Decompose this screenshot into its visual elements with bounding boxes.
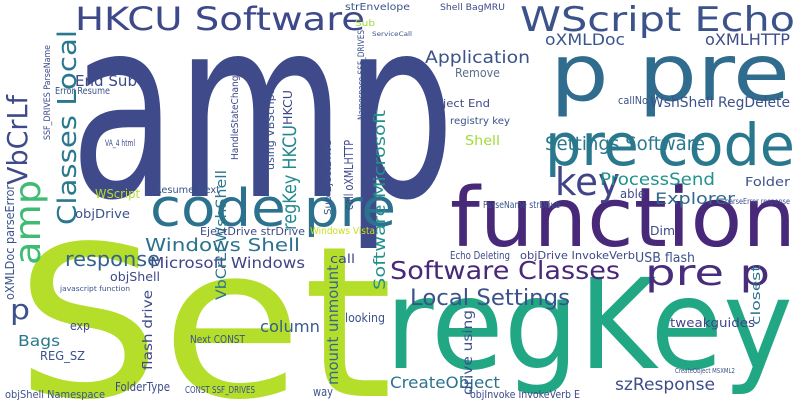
- word: Application: [425, 48, 530, 68]
- word: WScript: [95, 187, 140, 201]
- word: Next CONST: [190, 333, 245, 346]
- word: FolderType: [115, 380, 170, 394]
- word: objDrive: [75, 207, 130, 221]
- word: code pre: [150, 179, 396, 239]
- word: parseError response: [725, 197, 790, 206]
- word: Software Classes: [390, 256, 620, 285]
- word: Windows Vista: [310, 226, 375, 237]
- word: p: [10, 293, 30, 326]
- word: Local Settings: [410, 286, 570, 311]
- word: using VBScript: [264, 89, 277, 170]
- word: pre p: [645, 253, 770, 294]
- word: function: [450, 171, 796, 266]
- word: key: [555, 160, 620, 204]
- word: objDrive InvokeVerb: [520, 249, 635, 262]
- word: response: [65, 247, 160, 271]
- word: Set: [15, 201, 393, 400]
- word: Shell: [465, 134, 500, 149]
- word: call: [330, 252, 355, 266]
- word: oXMLHTTP: [705, 30, 790, 49]
- word: flash drive: [141, 290, 156, 370]
- word: Bags: [18, 332, 60, 350]
- word: Remove: [455, 66, 500, 80]
- word: szResponse: [615, 375, 715, 395]
- word: Sub EjectDrive: [323, 140, 334, 215]
- word: drive using: [461, 310, 476, 395]
- word: oXMLDoc parseError: [3, 185, 17, 300]
- word: USB flash: [635, 251, 695, 266]
- word: column: [260, 317, 320, 336]
- word: objShell Namespace: [5, 388, 105, 400]
- word: exp: [70, 319, 90, 333]
- word: javascript function: [59, 285, 130, 293]
- word: Explorer: [655, 189, 735, 208]
- word: tweakguides: [670, 316, 755, 330]
- word: REG_SZ: [40, 349, 85, 363]
- word: way: [313, 385, 333, 399]
- word: VbCrLf WshShell: [214, 170, 230, 300]
- word: Dim: [650, 224, 675, 238]
- word: amp: [8, 180, 49, 265]
- word: closest: [749, 265, 763, 325]
- word: pre code: [545, 111, 795, 179]
- word: regKey: [385, 253, 793, 398]
- word: HandleStateChange: [230, 70, 241, 160]
- word: call oXMLHTTP: [342, 140, 356, 210]
- word: WshShell RegDelete: [650, 95, 790, 111]
- word: registry key: [450, 116, 510, 127]
- word: ParseName strDrive: [483, 200, 560, 211]
- word: oXMLDoc: [545, 30, 625, 49]
- word: Echo Deleting: [450, 249, 510, 262]
- word: Sub: [355, 19, 375, 29]
- word: Microsoft Windows: [150, 254, 305, 272]
- word: End Sub: [75, 72, 137, 90]
- word: SSF_DRIVES ParseName: [43, 45, 53, 140]
- word: amp: [70, 0, 455, 255]
- word: WScript Echo: [520, 0, 795, 40]
- word: EjectDrive strDrive: [200, 225, 305, 238]
- word: Folder: [745, 175, 790, 189]
- word: VbCrLf: [1, 94, 34, 185]
- word: able: [620, 187, 645, 201]
- word: Settings Software: [545, 133, 705, 155]
- word: ServiceCall: [372, 31, 412, 38]
- word: regKey HKCU: [279, 125, 301, 230]
- word: HKCU: [281, 90, 295, 125]
- word: ject End: [442, 97, 490, 110]
- word: ProcessSend: [600, 170, 715, 190]
- word: VA_4 html: [105, 139, 135, 149]
- word: strEnvelope: [345, 2, 410, 13]
- word: looking: [345, 311, 385, 325]
- word: p pre: [550, 29, 790, 119]
- word: Classes Local: [53, 30, 83, 225]
- word: Software Microsoft: [370, 110, 389, 290]
- word: objInvoke InvokeVerb E: [470, 388, 580, 400]
- word: HKCU Software: [75, 0, 365, 38]
- word: Resume Next: [155, 185, 220, 196]
- word: Windows Shell: [145, 235, 300, 256]
- word: Shell BagMRU: [440, 3, 505, 13]
- word: objShell: [110, 270, 160, 284]
- word: Error Resume: [55, 86, 110, 97]
- word: callNo: [618, 94, 648, 107]
- word: CreateObject MSXML2: [675, 367, 735, 375]
- word: CreateObject: [390, 373, 500, 392]
- word: CONST SSF_DRIVES: [185, 385, 255, 396]
- word: Namespace SSF_DRIVES: [357, 30, 367, 120]
- word: mount unmount: [324, 265, 342, 385]
